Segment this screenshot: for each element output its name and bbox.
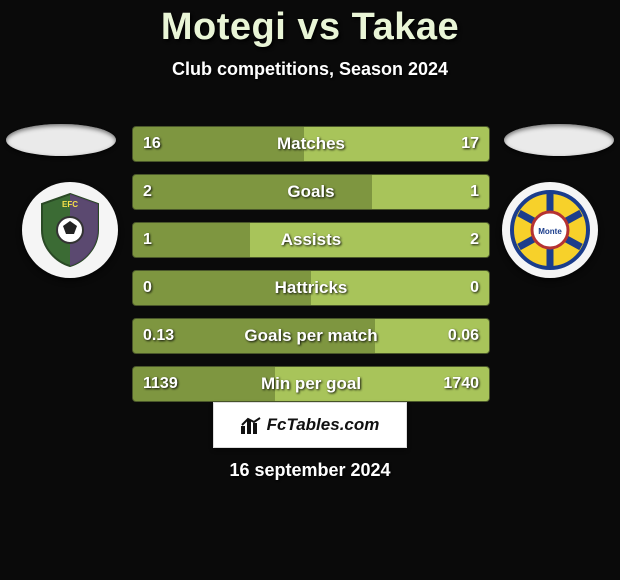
bar-chart-icon (241, 416, 261, 434)
stat-bar-left-fill (133, 127, 304, 161)
stat-bar-right-fill (375, 319, 489, 353)
site-watermark-text: FcTables.com (267, 415, 380, 435)
stat-bar-left-fill (133, 319, 375, 353)
site-watermark: FcTables.com (213, 402, 407, 448)
decorative-ellipse-right (504, 124, 614, 156)
page-subtitle: Club competitions, Season 2024 (0, 59, 620, 80)
stat-bar-left-fill (133, 367, 275, 401)
stat-bar-right-fill (372, 175, 489, 209)
decorative-ellipse-left (6, 124, 116, 156)
stat-bar-row: 0.130.06Goals per match (132, 318, 490, 354)
stat-bar-left-fill (133, 223, 250, 257)
club-badge-right: Monte (502, 182, 598, 278)
stat-bar-left-fill (133, 175, 372, 209)
stat-bar-right-fill (250, 223, 489, 257)
stat-bar-row: 12Assists (132, 222, 490, 258)
stat-bar-row: 00Hattricks (132, 270, 490, 306)
stat-bar-row: 11391740Min per goal (132, 366, 490, 402)
club-crest-left-icon: EFC (30, 190, 110, 270)
stat-bar-row: 1617Matches (132, 126, 490, 162)
stat-bar-right-fill (275, 367, 489, 401)
comparison-card: Motegi vs Takae Club competitions, Seaso… (0, 6, 620, 580)
page-title: Motegi vs Takae (0, 6, 620, 49)
stat-bar-left-fill (133, 271, 311, 305)
stat-bar-row: 21Goals (132, 174, 490, 210)
club-badge-left: EFC (22, 182, 118, 278)
snapshot-date: 16 september 2024 (0, 460, 620, 481)
stat-bar-right-fill (304, 127, 489, 161)
stat-bar-right-fill (311, 271, 489, 305)
svg-text:Monte: Monte (538, 227, 562, 236)
stat-bars: 1617Matches 21Goals 12Assists 00Hattricks 0.… (132, 126, 488, 414)
club-crest-right-icon: Monte (510, 190, 590, 270)
svg-text:EFC: EFC (62, 200, 78, 209)
